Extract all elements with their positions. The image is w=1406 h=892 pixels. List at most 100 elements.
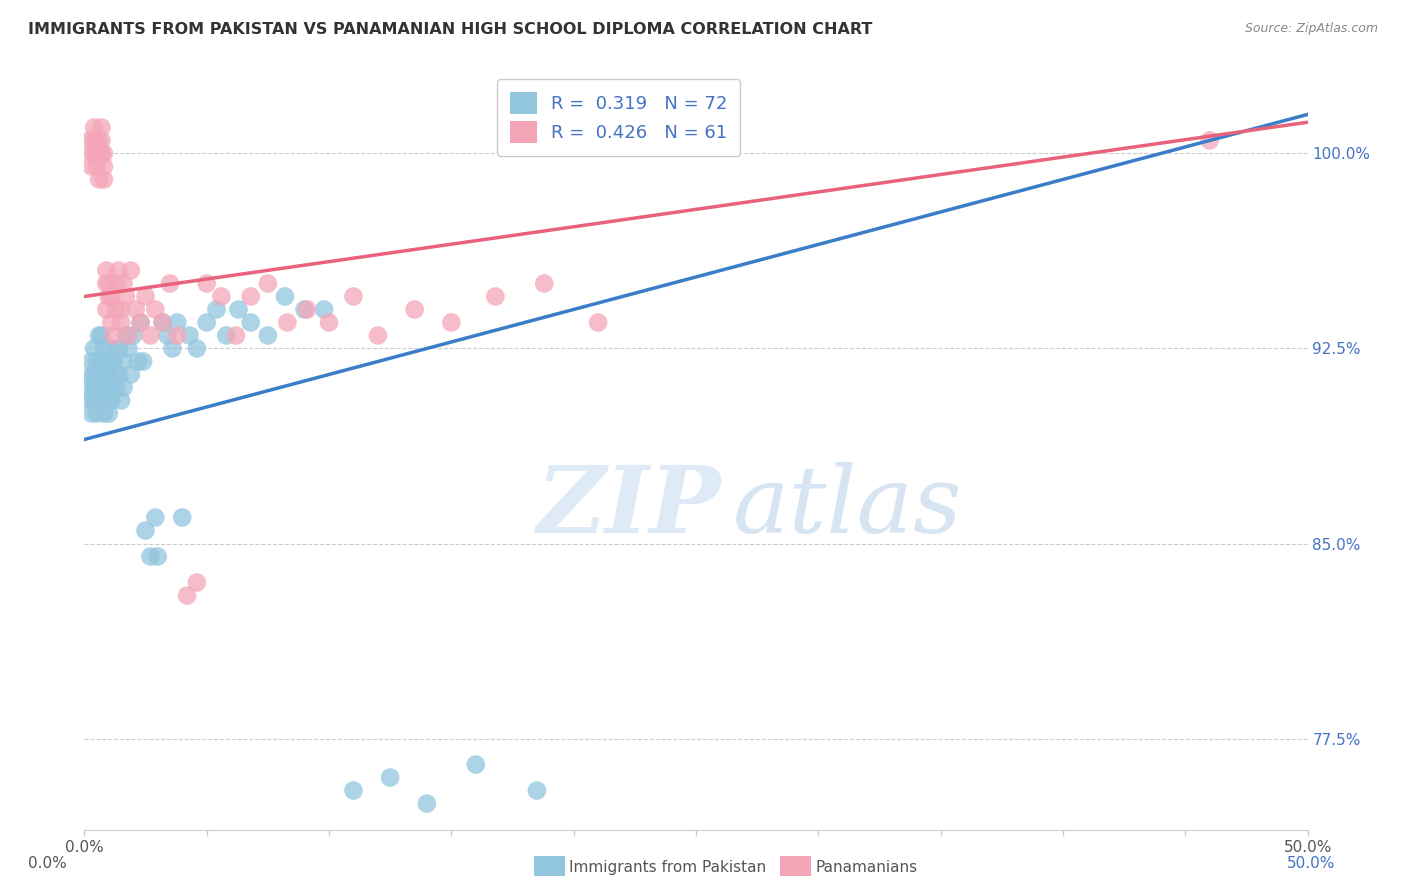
Point [129,316,152,330]
Point [257,328,280,343]
Point [93,160,115,174]
Point [87,328,110,343]
Point [239,289,262,303]
Point [97,277,120,291]
Point [93,146,115,161]
Point [96,368,118,382]
Point [125,302,148,317]
Point [90,120,112,135]
Point [77,133,100,147]
Point [127,354,149,368]
Point [96,354,118,368]
Point [209,289,232,303]
Point [83,393,105,408]
Point [83,342,105,356]
Point [96,277,118,291]
Point [112,277,135,291]
Point [97,354,120,368]
Point [484,289,506,303]
Point [87,133,110,147]
Point [107,263,129,277]
Point [295,302,318,317]
Point [195,316,218,330]
Point [103,328,125,343]
Point [80,146,103,161]
Point [110,316,132,330]
Point [80,407,103,421]
Point [186,342,208,356]
Point [76,380,98,394]
Point [239,316,262,330]
Point [440,316,463,330]
Point [152,316,174,330]
Point [115,328,138,343]
Point [115,289,138,303]
Point [139,549,162,564]
Point [105,302,128,317]
Point [166,316,188,330]
Text: 0.0%: 0.0% [28,856,67,871]
Point [152,316,174,330]
Point [120,368,142,382]
Point [83,133,105,147]
Text: IMMIGRANTS FROM PAKISTAN VS PANAMANIAN HIGH SCHOOL DIPLOMA CORRELATION CHART: IMMIGRANTS FROM PAKISTAN VS PANAMANIAN H… [28,22,873,37]
Point [87,380,110,394]
Point [380,771,402,785]
Point [143,302,166,317]
Point [110,302,132,317]
Text: atlas: atlas [733,462,962,552]
Point [314,302,336,317]
Point [294,302,316,317]
Point [156,328,179,343]
Point [404,302,426,317]
Point [86,133,108,147]
Point [274,289,297,303]
Point [172,510,194,524]
Point [186,575,208,590]
Text: ZIP: ZIP [536,462,720,552]
Point [96,263,118,277]
Point [107,368,129,382]
Point [77,393,100,408]
Point [93,380,115,394]
Point [103,368,125,382]
Point [110,393,132,408]
Point [80,368,103,382]
Point [166,328,188,343]
Point [120,263,142,277]
Point [228,302,250,317]
Point [526,783,548,797]
Point [90,146,112,161]
Text: 50.0%: 50.0% [1288,856,1336,871]
Point [146,549,169,564]
Point [96,302,118,317]
Point [87,368,110,382]
Point [97,380,120,394]
Point [90,354,112,368]
Point [100,393,122,408]
Point [257,277,280,291]
Point [464,757,486,772]
Point [97,289,120,303]
Point [586,316,609,330]
Point [107,342,129,356]
Point [112,354,135,368]
Point [105,380,128,394]
Point [103,354,125,368]
Point [117,342,139,356]
Point [135,289,157,303]
Point [93,368,115,382]
Point [100,342,122,356]
Point [179,328,201,343]
Point [132,354,155,368]
Point [93,407,115,421]
Point [105,277,128,291]
Point [117,328,139,343]
Point [100,316,122,330]
Point [86,146,108,161]
Legend: R =  0.319   N = 72, R =  0.426   N = 61: R = 0.319 N = 72, R = 0.426 N = 61 [498,79,740,156]
Point [122,328,145,343]
Point [80,354,103,368]
Point [86,160,108,174]
Point [416,797,439,811]
